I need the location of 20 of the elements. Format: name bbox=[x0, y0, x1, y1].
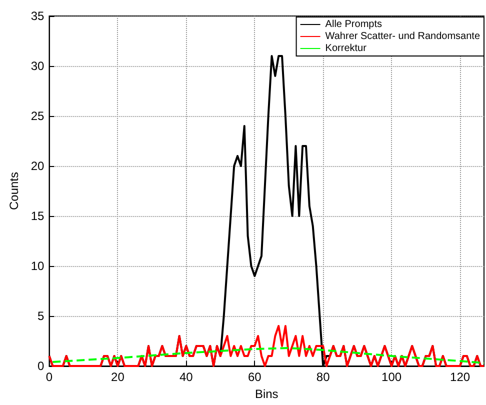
y-tick-label: 5 bbox=[38, 309, 45, 323]
y-tick-label: 0 bbox=[38, 359, 45, 373]
legend-label: Korrektur bbox=[325, 43, 368, 54]
legend-label: Wahrer Scatter- und Randomsante bbox=[325, 31, 480, 42]
legend-label: Alle Prompts bbox=[325, 19, 382, 30]
x-axis-title: Bins bbox=[254, 387, 278, 401]
y-tick-label: 25 bbox=[30, 109, 45, 123]
x-tick-label: 60 bbox=[248, 370, 262, 384]
y-tick-label: 10 bbox=[30, 259, 45, 273]
x-tick-label: 40 bbox=[180, 370, 194, 384]
x-tick-label: 120 bbox=[450, 370, 470, 384]
y-tick-label: 30 bbox=[30, 59, 45, 73]
x-tick-label: 20 bbox=[111, 370, 125, 384]
y-axis-title: Counts bbox=[7, 172, 21, 210]
y-tick-label: 20 bbox=[30, 159, 45, 173]
x-tick-label: 80 bbox=[316, 370, 330, 384]
y-tick-label: 35 bbox=[30, 9, 45, 23]
y-tick-label: 15 bbox=[30, 209, 45, 223]
line-series bbox=[52, 347, 485, 364]
x-tick-label: 100 bbox=[382, 370, 402, 384]
